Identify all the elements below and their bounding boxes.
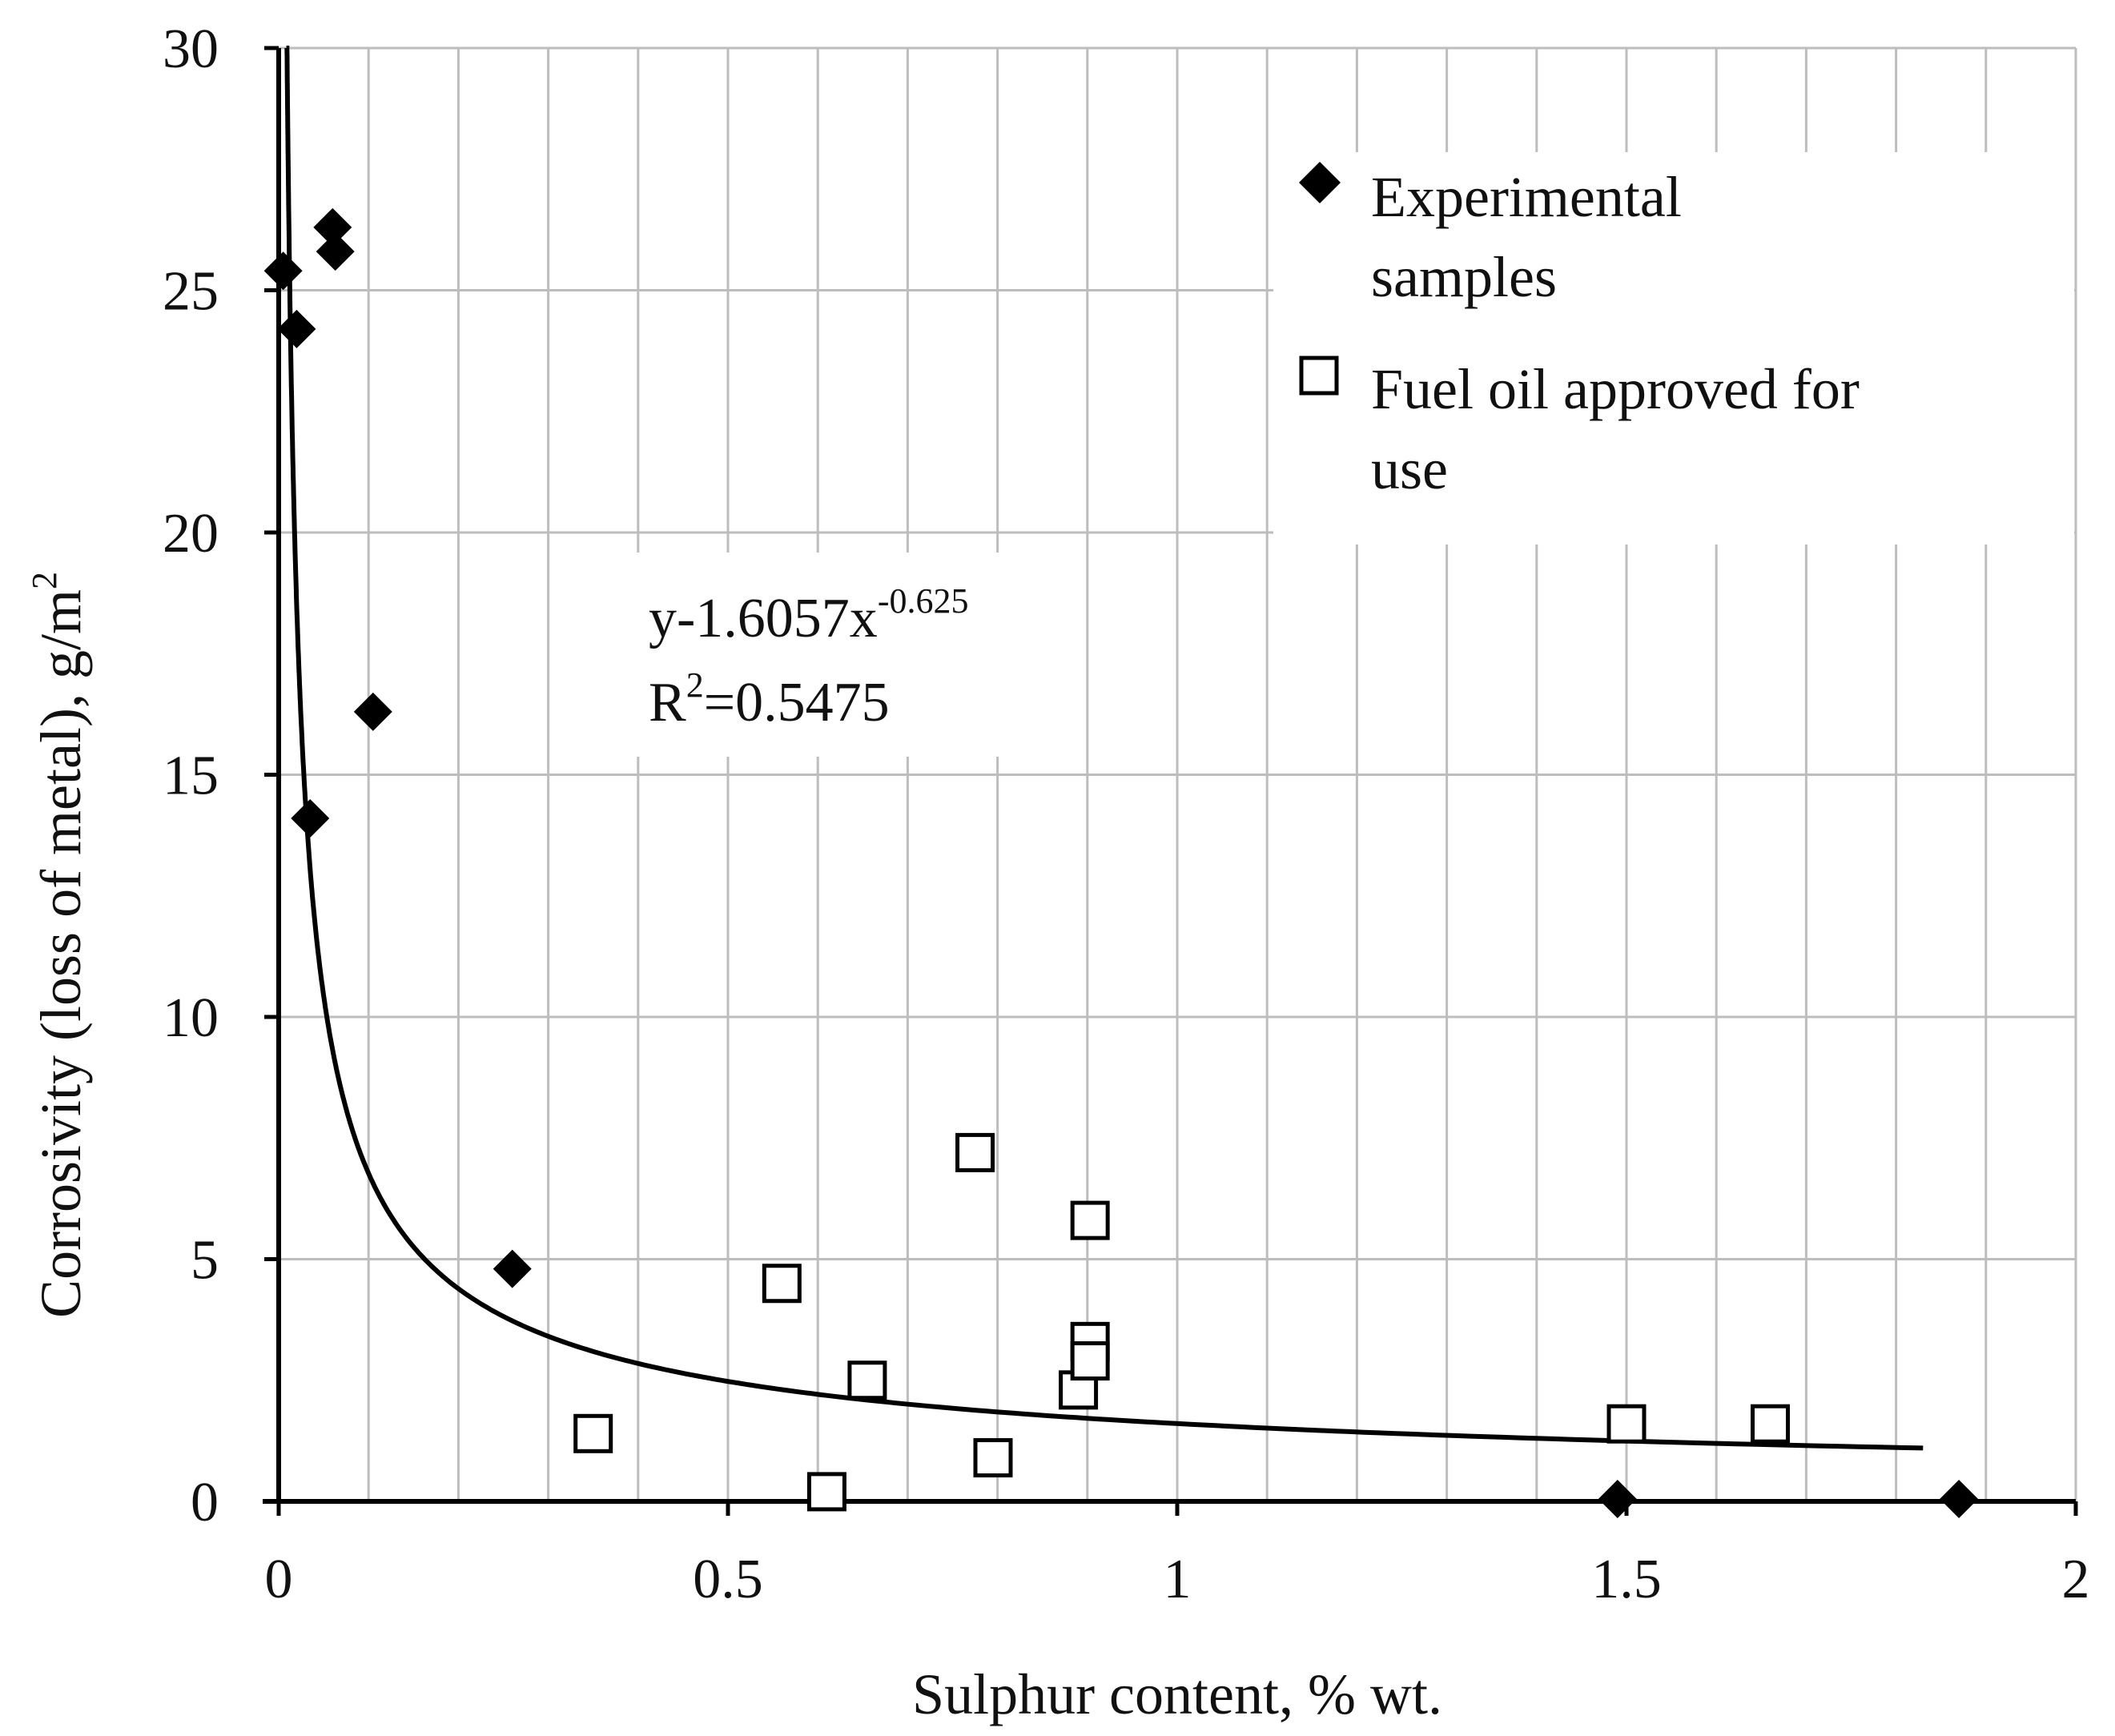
x-tick-label: 2: [2062, 1549, 2090, 1610]
y-tick-label: 20: [163, 503, 219, 565]
y-tick-label: 15: [163, 745, 219, 807]
point-fuel-oil-approved: [1751, 1404, 1791, 1444]
legend-label-fuel-oil-line1: Fuel oil approved for: [1371, 357, 1860, 421]
point-experimental-sample: [313, 207, 352, 247]
x-tick-label: 0.5: [693, 1549, 763, 1610]
y-axis-title-main: Corrosivity (loss of metal), g/m: [29, 589, 93, 1318]
point-fuel-oil-approved: [1606, 1404, 1647, 1444]
point-fuel-oil-approved: [806, 1472, 846, 1512]
point-experimental-sample: [316, 232, 355, 271]
point-fuel-oil-approved: [573, 1413, 613, 1453]
legend: Experimental samples Fuel oil approved f…: [1273, 152, 2074, 545]
grid: [279, 46, 2077, 1501]
legend-label-fuel-oil-line2: use: [1371, 437, 1448, 501]
point-experimental-sample: [277, 309, 316, 348]
legend-label-experimental-line1: Experimental: [1371, 165, 1682, 229]
r-squared-sup: 2: [686, 665, 704, 705]
point-experimental-sample: [1940, 1479, 1979, 1518]
y-axis-title: Corrosivity (loss of metal), g/m2: [25, 572, 93, 1318]
point-experimental-sample: [263, 251, 303, 291]
x-tick-label: 1.5: [1591, 1549, 1662, 1610]
point-fuel-oil-approved: [762, 1264, 802, 1304]
y-tick-label: 25: [163, 261, 219, 323]
legend-square-marker: [1299, 356, 1339, 396]
point-fuel-oil-approved: [1070, 1200, 1110, 1240]
legend-background: [1273, 152, 2074, 545]
equation-exponent: -0.625: [878, 581, 969, 621]
r-squared-line: R2=0.5475: [649, 665, 890, 733]
point-fuel-oil-approved: [955, 1132, 995, 1172]
point-fuel-oil-approved: [847, 1360, 887, 1400]
y-tick-label: 30: [163, 18, 219, 80]
r-squared-value: =0.5475: [704, 672, 890, 733]
point-experimental-sample: [493, 1249, 532, 1288]
r-squared-prefix: R: [649, 672, 686, 733]
point-experimental-sample: [1598, 1479, 1637, 1518]
x-axis-title: Sulphur content, % wt.: [912, 1662, 1442, 1726]
legend-item-fuel-oil: Fuel oil approved for use: [1299, 356, 1860, 501]
x-tick-label: 0: [265, 1549, 293, 1610]
x-tick-label: 1: [1164, 1549, 1192, 1610]
power-trendline: [284, 46, 1924, 1451]
equation-background: [633, 553, 1081, 757]
legend-label-experimental-line2: samples: [1371, 245, 1557, 309]
points-layer: [263, 207, 1979, 1518]
point-experimental-sample: [353, 692, 392, 731]
point-fuel-oil-approved: [973, 1438, 1013, 1478]
legend-item-experimental: Experimental samples: [1299, 162, 1682, 309]
y-tick-label: 0: [191, 1472, 219, 1533]
trendline-equation: y-1.6057x-0.625 R2=0.5475: [633, 553, 1081, 757]
point-fuel-oil-approved: [1070, 1341, 1110, 1381]
legend-diamond-marker: [1299, 162, 1341, 203]
point-experimental-sample: [291, 798, 330, 838]
equation-line: y-1.6057x-0.625: [649, 581, 968, 649]
trendline-layer: [284, 46, 1924, 1451]
equation-main: y-1.6057x: [649, 588, 878, 649]
y-tick-label: 5: [191, 1230, 219, 1292]
y-tick-label: 10: [163, 987, 219, 1049]
axes: 0 5 10 15 20 25 30 0 0.5 1 1.5 2: [163, 18, 2090, 1610]
y-axis-title-sup: 2: [25, 572, 64, 589]
